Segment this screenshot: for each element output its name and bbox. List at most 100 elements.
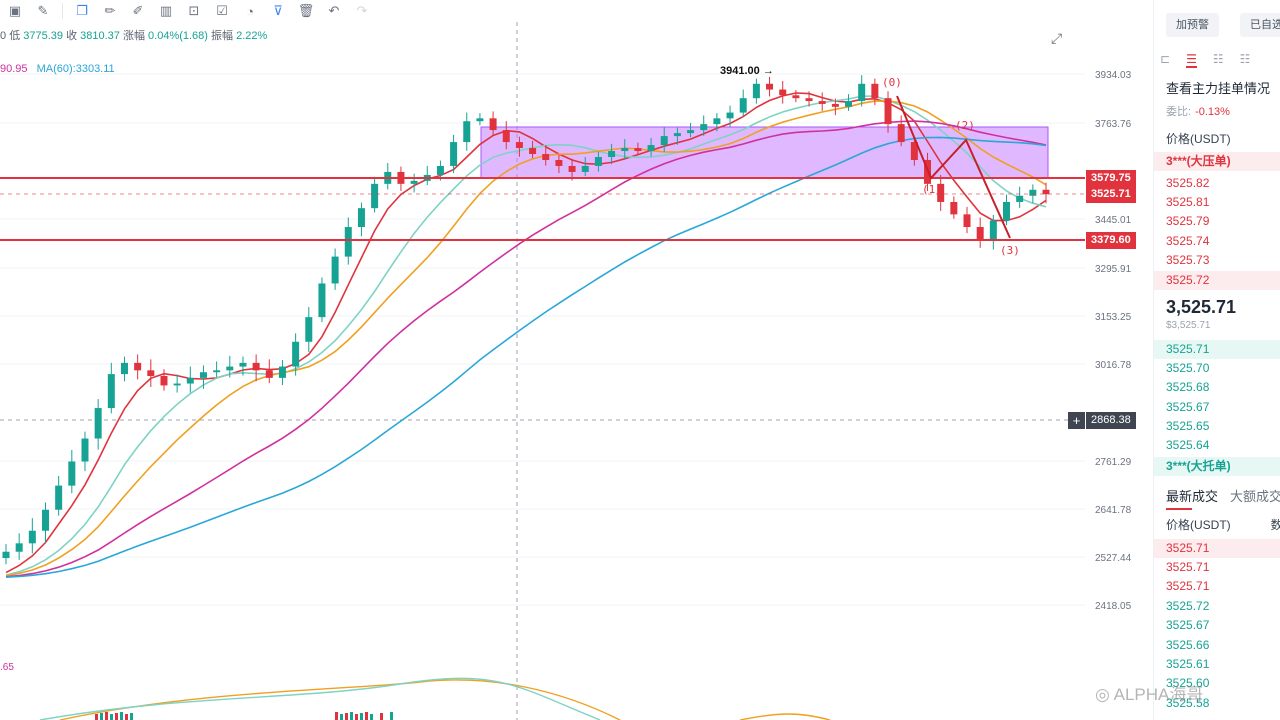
- candle-body: [542, 154, 550, 160]
- sub-bar: [95, 714, 98, 720]
- candle-body: [897, 124, 905, 143]
- bid-row[interactable]: 3525.64: [1166, 438, 1210, 452]
- trade-row: 3525.66: [1166, 638, 1210, 652]
- sub-bar: [110, 714, 113, 720]
- ask-row[interactable]: 3525.81: [1166, 195, 1210, 209]
- candle-body: [28, 530, 36, 544]
- paint-icon[interactable]: ✐: [132, 3, 144, 18]
- upper-level-tag[interactable]: 3579.75: [1086, 170, 1136, 187]
- sub-indicator-value: .65: [0, 662, 14, 673]
- amp-value: 2.22%: [236, 30, 268, 42]
- candle-body: [831, 103, 839, 107]
- trades-qty-header: 数: [1271, 518, 1280, 532]
- pencil-icon[interactable]: ✏: [104, 3, 116, 18]
- high-value: 3941.00: [720, 65, 760, 77]
- watermark-text: ALPHA海哥: [1113, 685, 1204, 704]
- lower-level-tag[interactable]: 3379.60: [1086, 232, 1136, 249]
- watchlist-button[interactable]: 已自选: [1240, 13, 1280, 37]
- candle-body: [147, 370, 155, 376]
- candle-body: [989, 220, 997, 240]
- bid-row[interactable]: 3525.71: [1154, 340, 1280, 359]
- bid-row[interactable]: 3525.67: [1166, 400, 1210, 414]
- candle-body: [1016, 195, 1024, 202]
- price-tick-label: 2418.05: [1095, 601, 1132, 612]
- candle-body: [41, 509, 49, 531]
- candle-body: [779, 89, 787, 96]
- candle-body: [858, 83, 866, 102]
- change-label: 涨幅: [122, 30, 145, 42]
- add-level-button[interactable]: +: [1068, 412, 1085, 429]
- view-both-icon[interactable]: ☰: [1186, 52, 1197, 68]
- measure-icon[interactable]: ◔: [246, 3, 254, 19]
- copy-icon[interactable]: ❐: [76, 3, 88, 18]
- candle-body: [292, 341, 300, 367]
- view-asks-icon[interactable]: ☷: [1239, 52, 1251, 66]
- big-bid-row[interactable]: 3***(大托单): [1154, 457, 1280, 476]
- add-alert-button[interactable]: 加预警: [1166, 13, 1219, 37]
- sub-bar: [130, 713, 133, 720]
- sub-bar: [360, 713, 363, 720]
- ma60-line: [5, 136, 1047, 578]
- watermark: ◎ ALPHA海哥: [1095, 680, 1203, 705]
- bid-row[interactable]: 3525.70: [1166, 361, 1210, 375]
- candle-body: [818, 101, 826, 104]
- candle-body: [344, 227, 352, 257]
- candle-body: [884, 98, 892, 125]
- candle-body: [463, 121, 471, 143]
- sub-line-3: [739, 713, 831, 720]
- sub-line-2: [39, 677, 601, 720]
- candle-body: [976, 227, 984, 240]
- candles: [2, 75, 1050, 565]
- crosshair-price-tag: 2868.38: [1086, 412, 1136, 429]
- trade-row: 3525.61: [1166, 657, 1210, 671]
- trash-icon[interactable]: 🗑: [297, 3, 315, 18]
- view-bids-icon[interactable]: ☷: [1212, 52, 1224, 66]
- drawing-toolbar: ▣ ✎ ❐ ✏ ✐ ▥ ⊡ ☑ ◔ ⊽ 🗑 ↶ ↷: [0, 0, 1150, 22]
- filter-icon[interactable]: ⊽: [273, 3, 283, 18]
- candle-body: [766, 83, 774, 90]
- ma-value-1: 90.95: [0, 63, 28, 75]
- ask-row[interactable]: 3525.79: [1166, 214, 1210, 228]
- candlestick-chart[interactable]: 3934.03 3763.76 3445.01 3295.91 3153.25 3016.…: [0, 0, 1150, 720]
- ma20-line: [5, 100, 1047, 577]
- current-price-tag: 3525.71: [1086, 186, 1136, 203]
- view-back-icon[interactable]: ⊏: [1160, 52, 1171, 66]
- ask-row[interactable]: 3525.73: [1166, 253, 1210, 267]
- tab-latest-trades[interactable]: 最新成交: [1166, 489, 1219, 504]
- brush-icon[interactable]: ✎: [37, 3, 49, 18]
- candle-body: [700, 124, 708, 131]
- price-tick-label: 3295.91: [1095, 264, 1132, 275]
- candle-body: [489, 118, 497, 131]
- big-ask-row[interactable]: 3***(大压单): [1154, 152, 1280, 171]
- trade-row: 3525.72: [1166, 599, 1210, 613]
- candle-body: [226, 366, 234, 371]
- bid-row[interactable]: 3525.65: [1166, 419, 1210, 433]
- candle-body: [713, 118, 721, 125]
- high-annotation: 3941.00 →: [720, 65, 774, 77]
- orderbook-title[interactable]: 查看主力挂单情况: [1166, 81, 1271, 96]
- candle-body: [357, 208, 365, 228]
- ratio-label: 委比:: [1166, 106, 1192, 118]
- wechat-icon: ◎: [1095, 685, 1110, 704]
- bid-row[interactable]: 3525.68: [1166, 380, 1210, 394]
- expand-icon[interactable]: ⤢: [1051, 30, 1063, 46]
- wave-3-label: (3): [1000, 244, 1020, 257]
- candle-body: [318, 283, 326, 318]
- price-tick-label: 3016.78: [1095, 360, 1132, 371]
- candle-body: [94, 408, 102, 439]
- tab-large-trades[interactable]: 大额成交: [1230, 489, 1280, 504]
- ask-row[interactable]: 3525.72: [1154, 271, 1280, 290]
- candle-body: [515, 142, 523, 149]
- undo-icon[interactable]: ↶: [328, 3, 340, 18]
- order-book-panel: 加预警 已自选 ⊏ ☰ ☷ ☷ 查看主力挂单情况 委比: -0.13% 价格(US…: [1153, 0, 1280, 720]
- ask-row[interactable]: 3525.82: [1166, 176, 1210, 190]
- pattern-icon[interactable]: ▥: [159, 3, 173, 18]
- ask-row[interactable]: 3525.74: [1166, 234, 1210, 248]
- sub-bar: [365, 712, 368, 720]
- ma30-line: [5, 120, 1047, 578]
- candle-body: [15, 543, 23, 552]
- note-icon[interactable]: ☑: [216, 3, 228, 18]
- redo-icon[interactable]: ↷: [356, 3, 368, 18]
- lock-icon[interactable]: ⊡: [188, 3, 200, 18]
- layers-icon[interactable]: ▣: [8, 3, 22, 18]
